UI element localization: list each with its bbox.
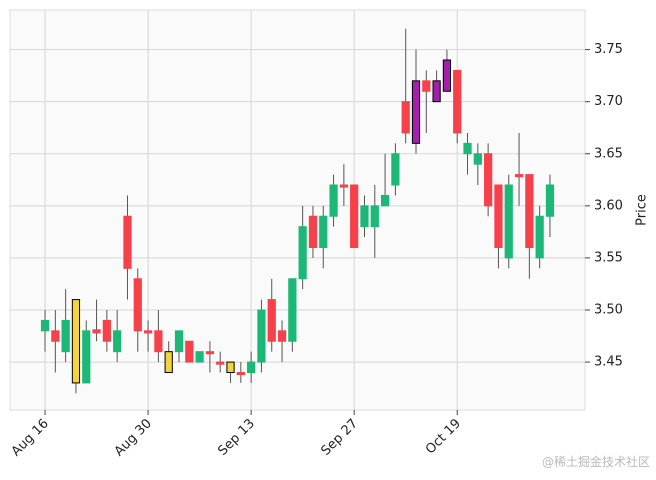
- candle-body: [391, 153, 400, 186]
- x-tick-label: Aug 30: [112, 416, 155, 459]
- y-tick-label: 3.70: [594, 94, 623, 109]
- candle-body: [164, 351, 173, 373]
- candle-body: [319, 215, 328, 248]
- candle-body: [411, 80, 421, 144]
- y-tick-label: 3.55: [594, 250, 623, 265]
- candle-body: [380, 194, 390, 207]
- candle-body: [71, 299, 81, 384]
- candle-body: [484, 153, 493, 207]
- candle-body: [133, 278, 142, 332]
- x-tick-label: Sep 27: [318, 416, 361, 459]
- candle-body: [535, 215, 544, 259]
- plot-area: [9, 9, 586, 411]
- candle-body: [432, 80, 441, 103]
- candle-body: [257, 309, 266, 363]
- candle-body: [61, 319, 70, 353]
- y-tick-label: 3.60: [594, 198, 623, 213]
- candle-body: [216, 361, 225, 365]
- y-tick-label: 3.75: [594, 42, 623, 57]
- candle-body: [370, 205, 379, 228]
- candle-body: [422, 80, 431, 92]
- candle-body: [298, 226, 307, 280]
- y-tick-label: 3.65: [594, 146, 623, 161]
- x-tick-label: Sep 13: [215, 416, 258, 459]
- candle-body: [195, 351, 204, 363]
- candle-body: [277, 330, 287, 342]
- candle-body: [205, 351, 215, 355]
- candle-body: [360, 205, 369, 228]
- candle-body: [143, 330, 153, 334]
- candle-body: [123, 215, 132, 269]
- candle-body: [308, 215, 318, 248]
- candle-body: [113, 330, 122, 353]
- watermark: @稀土掘金技术社区: [542, 454, 650, 469]
- candle-body: [185, 340, 194, 363]
- candle-body: [82, 330, 91, 384]
- candle-body: [226, 361, 235, 374]
- candle-body: [339, 184, 348, 188]
- y-tick-label: 3.45: [594, 355, 623, 370]
- candle-body: [92, 329, 101, 334]
- candle-body: [350, 184, 359, 248]
- candle-body: [288, 278, 297, 342]
- x-tick-label: Aug 16: [9, 416, 52, 459]
- candle-body: [525, 174, 534, 248]
- candle-body: [267, 299, 276, 342]
- candle-body: [40, 319, 50, 332]
- candle-body: [102, 319, 111, 342]
- candle-body: [473, 153, 482, 165]
- candle-body: [545, 184, 555, 217]
- x-tick-label: Oct 19: [423, 416, 464, 457]
- y-axis-label: Price: [635, 194, 650, 226]
- candle-body: [442, 59, 452, 92]
- y-tick-label: 3.50: [594, 303, 623, 318]
- candle-body: [247, 361, 256, 374]
- candle-body: [329, 184, 338, 217]
- candle-body: [401, 101, 410, 134]
- candle-body: [463, 142, 472, 155]
- candle-body: [453, 69, 462, 134]
- candle-body: [504, 184, 513, 259]
- candle-body: [154, 330, 163, 353]
- candle-body: [494, 184, 503, 248]
- candle-body: [236, 372, 245, 376]
- candle-body: [514, 174, 524, 178]
- candle-body: [174, 330, 184, 353]
- candle-body: [51, 330, 60, 342]
